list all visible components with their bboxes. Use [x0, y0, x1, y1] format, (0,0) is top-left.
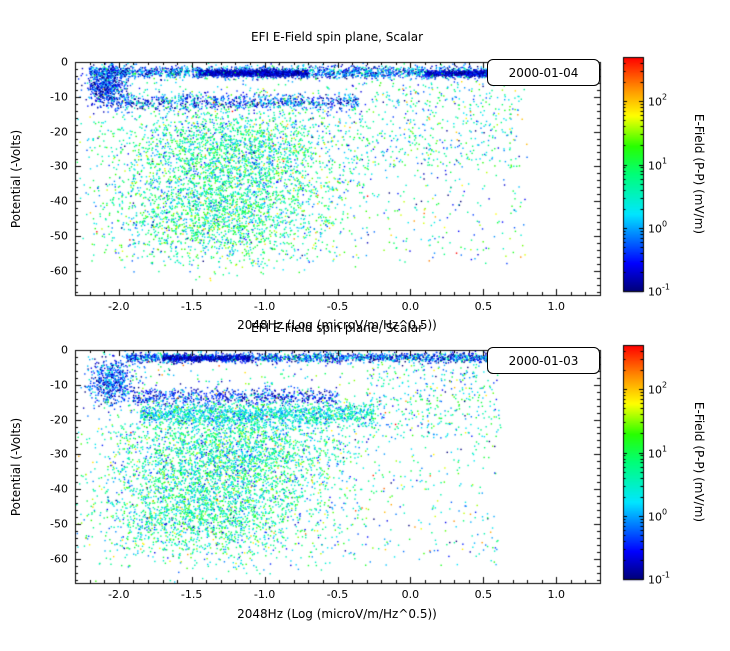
panel1-colorbar-label: E-Field (P-P) (mV/m)	[692, 113, 706, 235]
x-tick-label: 0.0	[401, 300, 420, 313]
panel1-xaxis-label: 2048Hz (Log (microV/m/Hz^0.5))	[237, 318, 437, 332]
panel1-date-text: 2000-01-04	[508, 65, 579, 80]
colorbar-tick-label: 10-1	[648, 570, 670, 587]
panel1-date-legend: 2000-01-04	[487, 59, 600, 86]
panel2-xaxis-label: 2048Hz (Log (microV/m/Hz^0.5))	[237, 607, 437, 621]
x-tick-label: -0.5	[326, 300, 349, 313]
y-tick-label: 0	[61, 55, 68, 69]
y-tick-label: -30	[50, 159, 68, 173]
panel2-date-legend: 2000-01-03	[487, 347, 600, 374]
y-tick-label: -20	[50, 413, 68, 427]
x-tick-label: 0.5	[474, 300, 493, 313]
y-tick-label: -30	[50, 447, 68, 461]
colorbar-tick-exponent: -1	[662, 282, 670, 292]
x-tick-label: 1.0	[547, 300, 566, 313]
y-tick-label: -50	[50, 229, 68, 243]
colorbar-tick-label: 100	[648, 507, 668, 524]
colorbar-tick-label: 10-1	[648, 282, 670, 299]
y-tick-label: -60	[50, 552, 68, 566]
panel2-title: EFI E-Field spin plane, Scalar	[251, 321, 423, 335]
y-tick-label: -50	[50, 517, 68, 531]
x-tick-label: 1.0	[547, 588, 566, 601]
colorbar-tick-label: 102	[648, 380, 668, 397]
x-tick-label: -1.5	[180, 588, 203, 601]
y-tick-label: -10	[50, 90, 68, 104]
panel1-title: EFI E-Field spin plane, Scalar	[251, 30, 423, 44]
colorbar-tick-label: 102	[648, 92, 668, 109]
x-tick-label: 0.5	[474, 588, 493, 601]
y-tick-label: -40	[50, 482, 68, 496]
colorbar-tick-exponent: 1	[662, 444, 668, 454]
y-tick-label: -60	[50, 264, 68, 278]
colorbar-tick-label: 100	[648, 219, 668, 236]
y-tick-label: 0	[61, 343, 68, 357]
panel2-yaxis-label: Potential (-Volts)	[9, 417, 23, 516]
colorbar-tick-label: 101	[648, 444, 668, 460]
panel1-yaxis-label: Potential (-Volts)	[9, 129, 23, 228]
colorbar-tick-exponent: 0	[662, 219, 668, 229]
panel2-colorbar-label: E-Field (P-P) (mV/m)	[692, 401, 706, 523]
colorbar-tick-exponent: 2	[662, 380, 668, 390]
x-tick-label: -2.0	[108, 300, 130, 313]
x-tick-label: -0.5	[326, 588, 349, 601]
x-tick-label: -2.0	[108, 588, 130, 601]
x-tick-label: -1.0	[253, 588, 276, 601]
x-tick-label: -1.0	[253, 300, 276, 313]
colorbar-tick-label: 101	[648, 156, 668, 172]
y-tick-label: -20	[50, 125, 68, 139]
colorbar-tick-exponent: 1	[662, 156, 668, 166]
colorbar-tick-exponent: 2	[662, 92, 668, 102]
y-tick-label: -40	[50, 194, 68, 208]
y-tick-label: -10	[50, 378, 68, 392]
colorbar-tick-exponent: 0	[662, 507, 668, 517]
x-tick-label: -1.5	[180, 300, 203, 313]
x-tick-label: 0.0	[401, 588, 420, 601]
colorbar-tick-exponent: -1	[662, 570, 670, 580]
panel2-date-text: 2000-01-03	[508, 353, 579, 368]
